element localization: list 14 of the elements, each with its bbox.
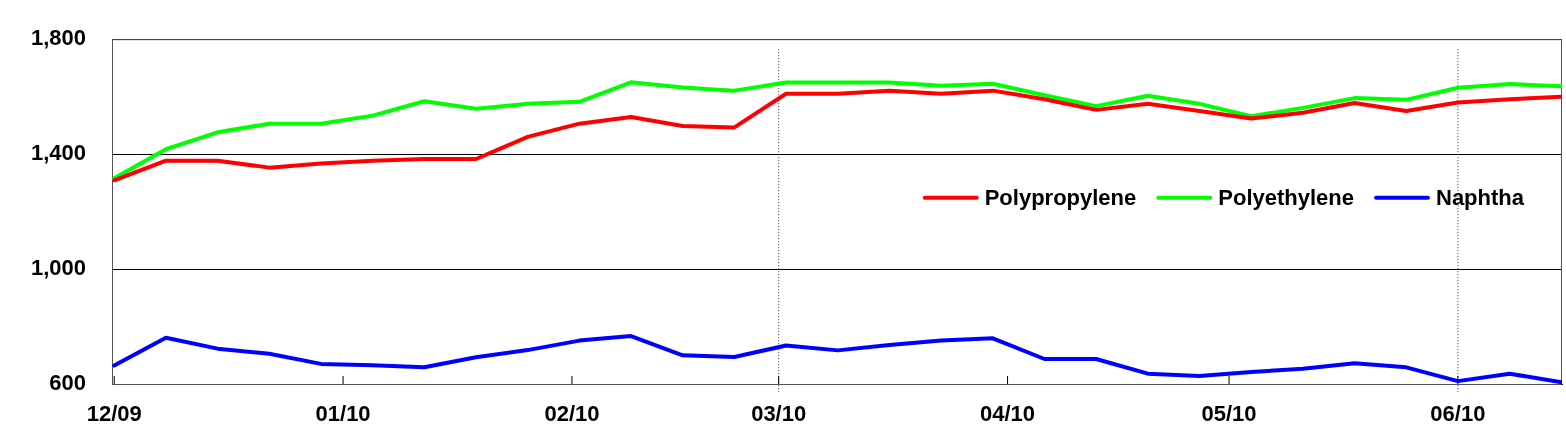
y-tick-label: 600 bbox=[49, 370, 86, 396]
legend-label: Polypropylene bbox=[984, 184, 1137, 210]
x-tick-label: 05/10 bbox=[1201, 401, 1257, 427]
x-tick-label: 06/10 bbox=[1430, 401, 1486, 427]
x-tick-label: 12/09 bbox=[86, 401, 142, 427]
x-tick-label: 02/10 bbox=[544, 401, 600, 427]
x-tick-label: 01/10 bbox=[315, 401, 371, 427]
y-tick-label: 1,800 bbox=[30, 25, 86, 51]
legend-label: Naphtha bbox=[1436, 184, 1525, 210]
y-tick-label: 1,000 bbox=[30, 255, 86, 281]
legend-label: Polyethylene bbox=[1218, 184, 1354, 210]
x-tick-label: 04/10 bbox=[980, 401, 1036, 427]
x-tick-label: 03/10 bbox=[751, 401, 807, 427]
y-tick-label: 1,400 bbox=[30, 140, 86, 166]
